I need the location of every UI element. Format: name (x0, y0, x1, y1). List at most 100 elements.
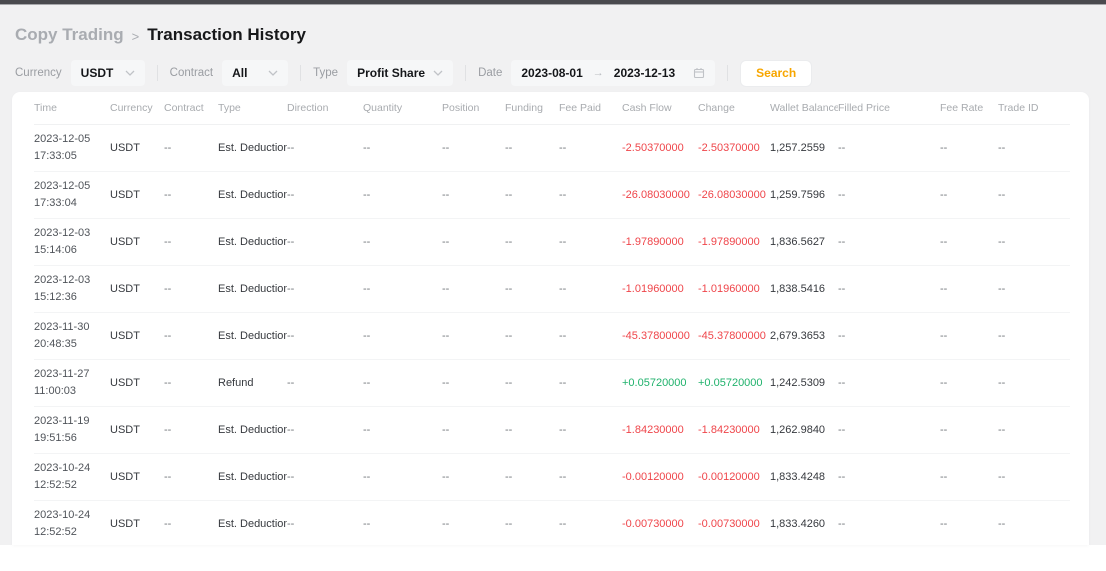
cell-change: -0.00120000 (698, 453, 770, 501)
cell-contract: -- (164, 359, 218, 407)
cell-position: -- (442, 500, 505, 545)
cell-position: -- (442, 124, 505, 172)
cell-fee-rate: -- (940, 406, 998, 454)
table-row: 2023-11-19 19:51:56 USDT -- Est. Deducti… (34, 406, 1070, 454)
cell-filled-price: -- (838, 359, 940, 407)
currency-label: Currency (15, 67, 62, 79)
type-select[interactable]: Profit Share (347, 60, 454, 86)
cell-currency: USDT (110, 453, 164, 501)
cell-position: -- (442, 171, 505, 219)
cell-trade-id: -- (998, 359, 1070, 407)
chevron-down-icon (433, 70, 443, 76)
column-header: Wallet Balance (770, 92, 838, 125)
column-header: Direction (287, 92, 363, 125)
cell-currency: USDT (110, 406, 164, 454)
date-range-picker[interactable]: 2023-08-01 → 2023-12-13 (511, 60, 716, 86)
calendar-icon (693, 67, 705, 79)
cell-contract: -- (164, 124, 218, 172)
cell-quantity: -- (363, 171, 442, 219)
cell-currency: USDT (110, 265, 164, 313)
cell-wallet-balance: 1,257.2559 (770, 124, 838, 172)
date-label: Date (478, 67, 503, 79)
cell-funding: -- (505, 312, 559, 360)
cell-change: -0.00730000 (698, 500, 770, 545)
cell-contract: -- (164, 171, 218, 219)
filter-bar: Currency USDT Contract All Type Profit (15, 59, 1106, 87)
cell-fee-paid: -- (559, 171, 622, 219)
cell-change: -26.08030000 (698, 171, 770, 219)
cell-time: 2023-10-24 12:52:52 (34, 453, 110, 501)
transaction-table-card: Time Currency Contract Type Direction Quantit… (12, 92, 1089, 545)
cell-fee-paid: -- (559, 124, 622, 172)
table-row: 2023-10-24 12:52:52 USDT -- Est. Deducti… (34, 453, 1070, 501)
type-select-value: Profit Share (357, 66, 426, 80)
currency-select[interactable]: USDT (70, 60, 145, 86)
cell-cash-flow: -1.84230000 (622, 406, 698, 454)
cell-direction: -- (287, 218, 363, 266)
column-header: Fee Paid (559, 92, 622, 125)
breadcrumb: Copy Trading > Transaction History (0, 5, 1106, 45)
cell-position: -- (442, 453, 505, 501)
breadcrumb-parent-link[interactable]: Copy Trading (15, 25, 124, 44)
cell-fee-rate: -- (940, 265, 998, 313)
cell-time: 2023-11-27 11:00:03 (34, 359, 110, 407)
cell-contract: -- (164, 218, 218, 266)
table-row: 2023-12-03 15:14:06 USDT -- Est. Deducti… (34, 218, 1070, 266)
cell-direction: -- (287, 124, 363, 172)
window-top-bar (0, 0, 1106, 5)
cell-quantity: -- (363, 500, 442, 545)
cell-quantity: -- (363, 453, 442, 501)
cell-contract: -- (164, 312, 218, 360)
chevron-down-icon (125, 70, 135, 76)
type-label: Type (313, 67, 339, 79)
cell-fee-paid: -- (559, 218, 622, 266)
filter-divider (156, 65, 158, 81)
cell-wallet-balance: 1,259.7596 (770, 171, 838, 219)
column-header: Funding (505, 92, 559, 125)
cell-direction: -- (287, 359, 363, 407)
cell-time: 2023-12-05 17:33:05 (34, 124, 110, 172)
cell-type: Est. Deduction (218, 171, 287, 219)
cell-type: Refund (218, 359, 287, 407)
cell-time: 2023-12-05 17:33:04 (34, 171, 110, 219)
cell-position: -- (442, 312, 505, 360)
cell-change: -45.37800000 (698, 312, 770, 360)
cell-cash-flow: +0.05720000 (622, 359, 698, 407)
column-header: Currency (110, 92, 164, 125)
cell-wallet-balance: 1,242.5309 (770, 359, 838, 407)
cell-cash-flow: -45.37800000 (622, 312, 698, 360)
cell-filled-price: -- (838, 218, 940, 266)
cell-fee-rate: -- (940, 171, 998, 219)
table-body: 2023-12-05 17:33:05 USDT -- Est. Deducti… (34, 124, 1070, 545)
cell-change: +0.05720000 (698, 359, 770, 407)
filter-divider (465, 65, 467, 81)
column-header: Trade ID (998, 92, 1070, 125)
cell-wallet-balance: 1,836.5627 (770, 218, 838, 266)
cell-funding: -- (505, 453, 559, 501)
date-range-arrow-icon: → (592, 67, 604, 79)
cell-filled-price: -- (838, 312, 940, 360)
cell-quantity: -- (363, 359, 442, 407)
filter-divider (727, 65, 729, 81)
cell-trade-id: -- (998, 171, 1070, 219)
contract-select[interactable]: All (222, 60, 289, 86)
date-end-value: 2023-12-13 (613, 66, 676, 80)
cell-type: Est. Deduction (218, 124, 287, 172)
cell-cash-flow: -2.50370000 (622, 124, 698, 172)
page-title: Transaction History (147, 25, 306, 44)
cell-time: 2023-12-03 15:14:06 (34, 218, 110, 266)
cell-cash-flow: -0.00120000 (622, 453, 698, 501)
cell-time: 2023-10-24 12:52:52 (34, 500, 110, 545)
search-button[interactable]: Search (740, 59, 813, 87)
cell-currency: USDT (110, 359, 164, 407)
table-row: 2023-11-30 20:48:35 USDT -- Est. Deducti… (34, 312, 1070, 360)
chevron-down-icon (268, 70, 278, 76)
cell-trade-id: -- (998, 124, 1070, 172)
date-start-value: 2023-08-01 (521, 66, 583, 80)
cell-contract: -- (164, 406, 218, 454)
cell-funding: -- (505, 171, 559, 219)
cell-cash-flow: -0.00730000 (622, 500, 698, 545)
cell-direction: -- (287, 171, 363, 219)
cell-funding: -- (505, 124, 559, 172)
date-filter-group: Date 2023-08-01 → 2023-12-13 (478, 60, 716, 86)
